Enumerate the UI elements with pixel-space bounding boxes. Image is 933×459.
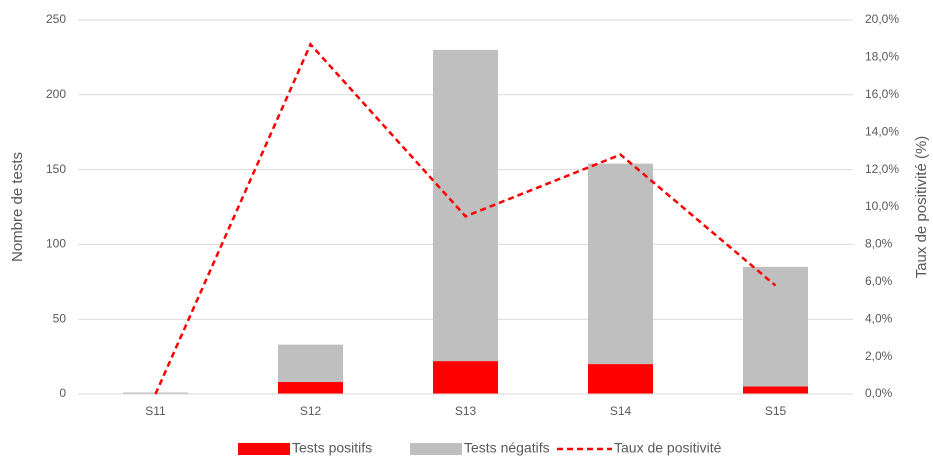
bar-segment [278, 344, 343, 383]
legend-label: Tests négatifs [464, 440, 550, 456]
bar-segment [743, 386, 808, 394]
y-tick-label: 250 [46, 12, 66, 26]
bar-segment [588, 163, 653, 365]
y2-tick-label: 14,0% [865, 124, 899, 138]
bar-segment [278, 382, 343, 394]
bar-segment [433, 49, 498, 362]
bar-segment [743, 266, 808, 387]
x-tick-label: S11 [145, 404, 166, 418]
y2-tick-label: 0,0% [865, 386, 893, 400]
legend-label: Tests positifs [292, 440, 372, 456]
y2-tick-label: 8,0% [865, 237, 893, 251]
y2-axis-title: Taux de positivité (%) [913, 136, 930, 279]
y2-tick-label: 18,0% [865, 50, 899, 64]
y2-tick-label: 10,0% [865, 199, 899, 213]
x-tick-label: S14 [610, 404, 632, 418]
bar-segment [433, 361, 498, 394]
bar-segment [588, 364, 653, 394]
x-tick-label: S13 [455, 404, 477, 418]
y2-tick-label: 4,0% [865, 311, 893, 325]
y2-tick-label: 12,0% [865, 162, 899, 176]
y2-tick-label: 20,0% [865, 12, 899, 26]
y2-tick-label: 2,0% [865, 349, 893, 363]
y-tick-label: 200 [46, 87, 66, 101]
legend-swatch [238, 443, 290, 455]
y-axis-title: Nombre de tests [9, 152, 26, 262]
y2-tick-label: 16,0% [865, 87, 899, 101]
y-tick-label: 100 [46, 237, 66, 251]
legend-swatch [410, 443, 462, 455]
y-tick-label: 0 [59, 386, 66, 400]
x-tick-label: S12 [300, 404, 322, 418]
x-tick-label: S15 [765, 404, 787, 418]
line [154, 42, 777, 395]
legend-label: Taux de positivité [614, 440, 722, 456]
y2-tick-label: 6,0% [865, 274, 893, 288]
y-tick-label: 150 [46, 162, 66, 176]
y-tick-label: 50 [53, 311, 67, 325]
